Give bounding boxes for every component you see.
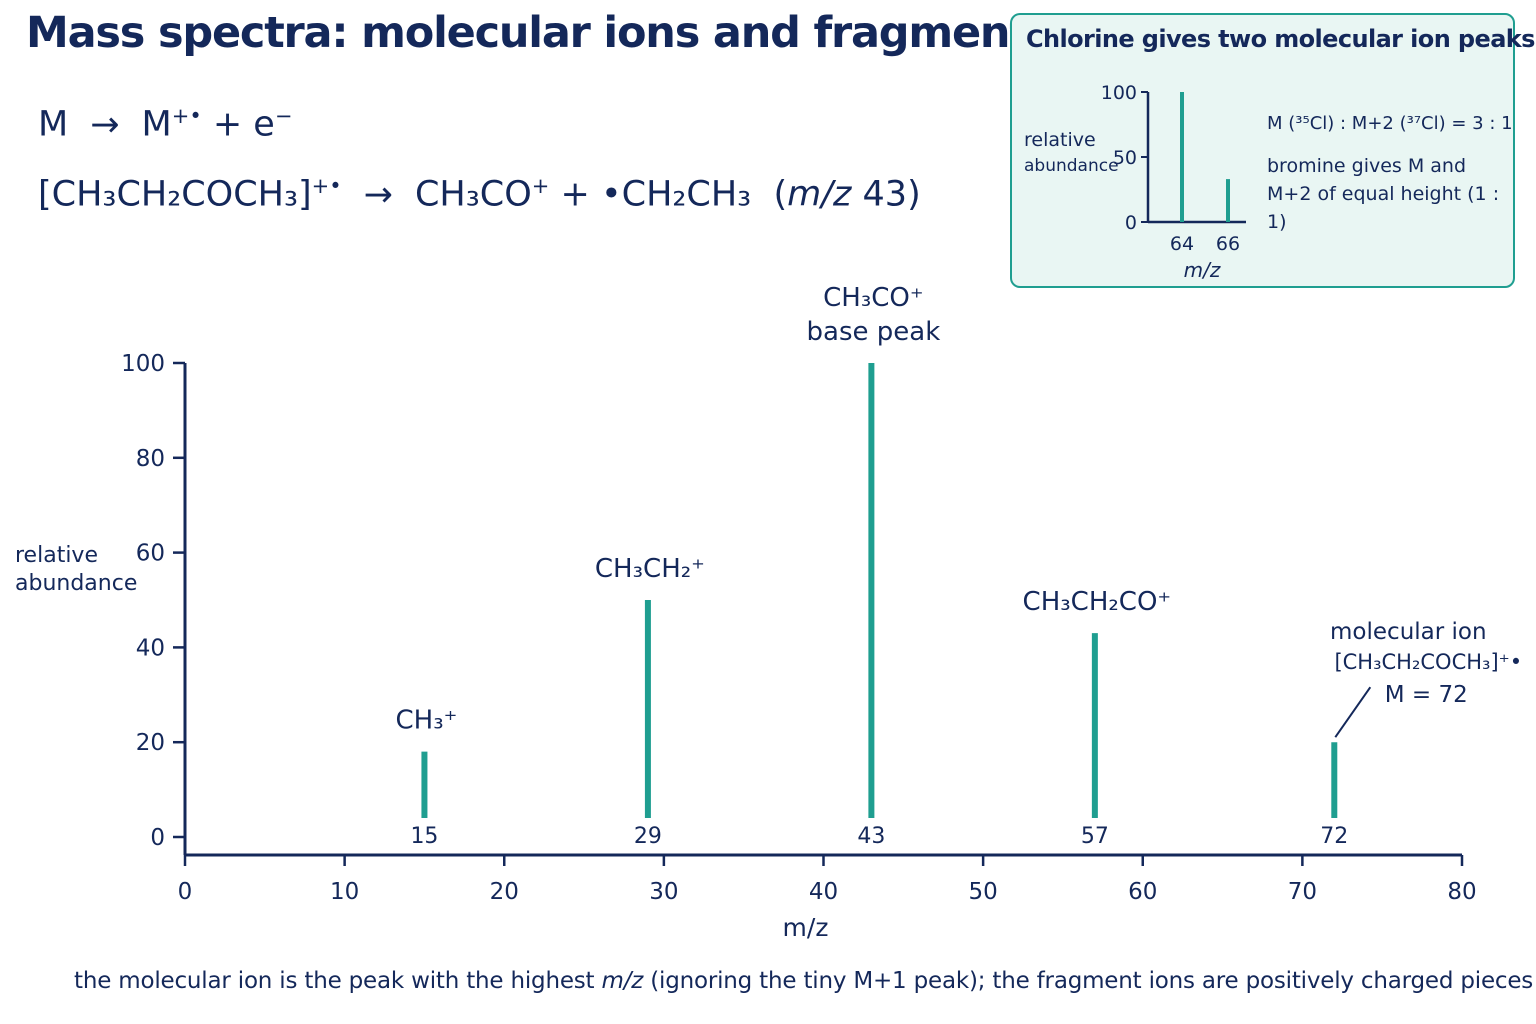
peak-mz-label: 72 <box>1320 824 1348 849</box>
inset-y-label-line2: abundance <box>1024 156 1119 176</box>
y-axis-label: relative abundance <box>15 543 137 596</box>
eq2-plus: + <box>560 174 590 215</box>
footnote: the molecular ion is the peak with the h… <box>74 968 1533 994</box>
inset-y-tick-label: 0 <box>1125 212 1137 234</box>
inset-x-axis-label: m/z <box>1184 258 1221 282</box>
inset-x-tick-label: 66 <box>1216 233 1240 255</box>
x-tick-label: 30 <box>649 879 678 905</box>
x-tick-label: 60 <box>1128 879 1157 905</box>
fragmentation-equation: [CH₃CH₂COCH₃]+• → CH₃CO+ + •CH₂CH₃ (m/z 43… <box>38 174 921 215</box>
eq2-lhs: [CH₃CH₂COCH₃] <box>38 174 312 215</box>
y-tick-label: 60 <box>136 541 165 567</box>
x-axis-label: m/z <box>783 913 829 942</box>
footnote-before: the molecular ion is the peak with the h… <box>74 968 602 994</box>
peak-mz-label: 29 <box>634 824 662 849</box>
inset-bromine-note: bromine gives M and M+2 of equal height … <box>1267 155 1500 233</box>
eq1-lhs: M <box>38 104 69 145</box>
footnote-mz: m/z <box>601 968 644 994</box>
y-tick-label: 20 <box>136 730 165 756</box>
x-tick-label: 40 <box>809 879 838 905</box>
eq2-product1: CH₃CO <box>414 174 532 215</box>
chlorine-inset-panel: 0 50 100 64 66 m/z relative abundance Chlorine … <box>1010 13 1535 288</box>
inset-x-tick-label: 64 <box>1170 233 1194 255</box>
peak-ion-label: CH₃⁺ <box>396 706 458 736</box>
peak-ion-label: CH₃CO⁺ <box>823 283 923 313</box>
eq2-product1-charge: + <box>531 174 550 198</box>
eq1-ion: M <box>141 104 172 145</box>
eq1-ion-charge: +• <box>171 104 202 128</box>
inset-y-label-line1: relative <box>1024 129 1096 151</box>
molecular-ion-leader-line <box>1334 686 1372 738</box>
x-tick-label: 0 <box>178 879 193 905</box>
eq2-arrow: → <box>363 174 393 215</box>
ionisation-equation: M → M+• + e− <box>38 104 292 145</box>
x-tick-label: 70 <box>1288 879 1317 905</box>
peak-mz-label: 15 <box>410 824 438 849</box>
mass-spectrum-chart: 0 10 20 30 40 50 60 70 80 0 20 40 60 80 100 m/z relative… <box>15 283 1522 942</box>
inset-title: Chlorine gives two molecular ion peaks <box>1026 25 1535 53</box>
x-tick-label: 20 <box>490 879 519 905</box>
peak-ion-label: CH₃CH₂CO⁺ <box>1023 587 1172 617</box>
inset-y-tick-label: 50 <box>1113 147 1137 169</box>
footnote-after: (ignoring the tiny M+1 peak); the fragme… <box>643 968 1534 994</box>
y-tick-label: 80 <box>136 446 165 472</box>
eq2-lhs-charge: +• <box>311 174 342 198</box>
eq1-arrow: → <box>90 104 120 145</box>
page-title: Mass spectra: molecular ions and fragmen… <box>26 8 1054 58</box>
peak-mz-label: 57 <box>1081 824 1109 849</box>
peak-ion-label: base peak <box>807 317 941 347</box>
eq2-mz-label: m/z <box>787 174 852 215</box>
eq1-electron-charge: − <box>274 104 293 128</box>
molecular-ion-formula: [CH₃CH₂COCH₃]⁺• <box>1334 650 1522 674</box>
peak-ion-label: CH₃CH₂⁺ <box>595 554 705 584</box>
inset-y-tick-label: 100 <box>1101 82 1137 104</box>
inset-ratio-note: M (³⁵Cl) : M+2 (³⁷Cl) = 3 : 1 <box>1267 113 1513 134</box>
eq2-product2: •CH₂CH₃ <box>600 174 752 215</box>
y-tick-label: 100 <box>121 351 165 377</box>
x-tick-label: 50 <box>968 879 997 905</box>
peak-mz-label: 43 <box>857 824 885 849</box>
inset-chart: 0 50 100 64 66 m/z relative abundance <box>1024 82 1246 282</box>
eq1-electron: + e <box>212 104 275 145</box>
y-tick-label: 40 <box>136 635 165 661</box>
molecular-ion-label: molecular ion <box>1330 619 1487 645</box>
x-tick-label: 80 <box>1447 879 1476 905</box>
x-tick-label: 10 <box>330 879 359 905</box>
molecular-ion-mass: M = 72 <box>1385 682 1468 708</box>
y-tick-label: 0 <box>150 825 165 851</box>
eq2-mz-value: 43 <box>862 174 908 215</box>
